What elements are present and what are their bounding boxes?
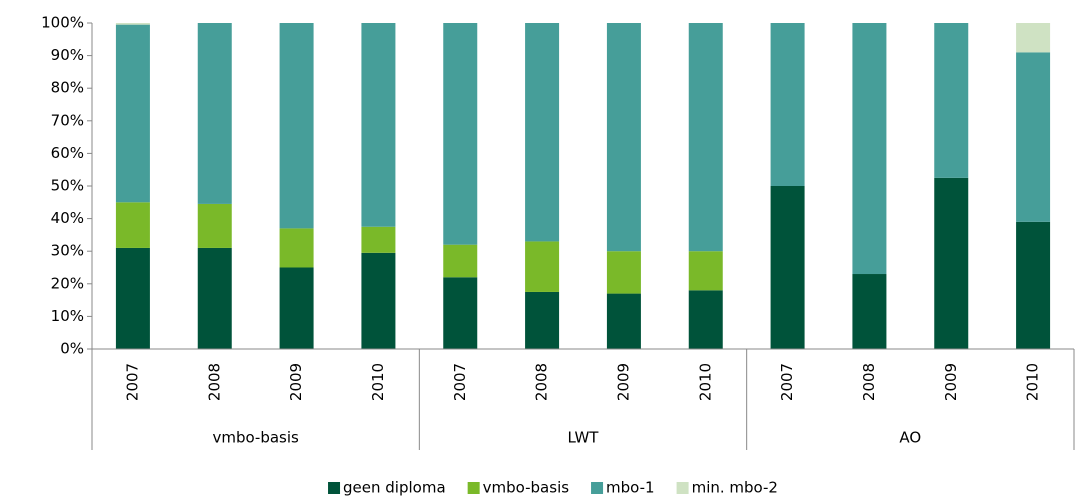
bar-segment: [1016, 221, 1051, 349]
bar-segment: [361, 226, 396, 253]
bar-segment: [443, 277, 478, 349]
x-tick-label: 2010: [696, 363, 714, 401]
bar-segment: [525, 291, 560, 349]
y-tick-label: 80%: [51, 79, 84, 97]
x-tick-label: 2010: [369, 363, 387, 401]
bar-segment: [197, 23, 232, 204]
bar-segment: [606, 251, 641, 294]
bar-segment: [852, 23, 887, 275]
bar-segment: [361, 23, 396, 227]
bar-segment: [443, 244, 478, 278]
legend-swatch: [591, 482, 604, 494]
y-tick-label: 100%: [41, 14, 84, 32]
bar-segment: [606, 293, 641, 349]
y-tick-label: 90%: [51, 46, 84, 64]
x-tick-label: 2008: [205, 363, 223, 401]
bar-segment: [934, 23, 969, 178]
legend: geen diploma vmbo-basis mbo-1 min. mbo-2: [328, 479, 778, 497]
legend-swatch: [328, 482, 341, 494]
bar-segment: [934, 177, 969, 349]
legend-label: vmbo-basis: [483, 479, 570, 497]
legend-swatch: [467, 482, 480, 494]
legend-label: geen diploma: [343, 479, 446, 497]
x-tick-label: 2007: [451, 363, 469, 401]
y-tick-label: 50%: [51, 177, 84, 195]
x-tick-label: 2008: [860, 363, 878, 401]
group-label: vmbo-basis: [212, 429, 299, 447]
group-label: LWT: [568, 429, 600, 447]
bar-segment: [688, 251, 723, 291]
bar-segment: [852, 274, 887, 349]
bar-segment: [361, 252, 396, 349]
bar-segment: [688, 23, 723, 252]
bar-segment: [115, 23, 150, 25]
bar-segment: [279, 23, 314, 229]
x-tick-label: 2009: [287, 363, 305, 401]
bar-segment: [115, 202, 150, 248]
legend-label: mbo-1: [606, 479, 655, 497]
bar-segment: [279, 228, 314, 268]
group-label: AO: [899, 429, 921, 447]
bar-segment: [1016, 52, 1051, 222]
x-tick-label: 2007: [778, 363, 796, 401]
bar-segment: [115, 24, 150, 203]
bar-segment: [688, 290, 723, 349]
bar-segment: [443, 23, 478, 245]
bar-segment: [1016, 23, 1051, 53]
bar-segment: [197, 247, 232, 349]
x-tick-label: 2009: [942, 363, 960, 401]
y-tick-label: 40%: [51, 209, 84, 227]
bar-segment: [770, 186, 805, 349]
bar-segment: [279, 267, 314, 349]
legend-swatch: [676, 482, 689, 494]
y-tick-label: 0%: [60, 340, 84, 358]
x-tick-label: 2009: [614, 363, 632, 401]
y-tick-label: 70%: [51, 111, 84, 129]
x-tick-label: 2008: [533, 363, 551, 401]
x-tick-label: 2007: [123, 363, 141, 401]
bar-segment: [197, 203, 232, 248]
bar-segment: [525, 241, 560, 292]
bar-segment: [525, 23, 560, 242]
bar-segment: [770, 23, 805, 186]
bar-segment: [606, 23, 641, 252]
y-tick-label: 60%: [51, 144, 84, 162]
bar-segment: [115, 247, 150, 349]
y-tick-label: 20%: [51, 274, 84, 292]
y-tick-label: 30%: [51, 242, 84, 260]
y-tick-label: 10%: [51, 307, 84, 325]
x-tick-label: 2010: [1024, 363, 1042, 401]
legend-label: min. mbo-2: [692, 479, 778, 497]
